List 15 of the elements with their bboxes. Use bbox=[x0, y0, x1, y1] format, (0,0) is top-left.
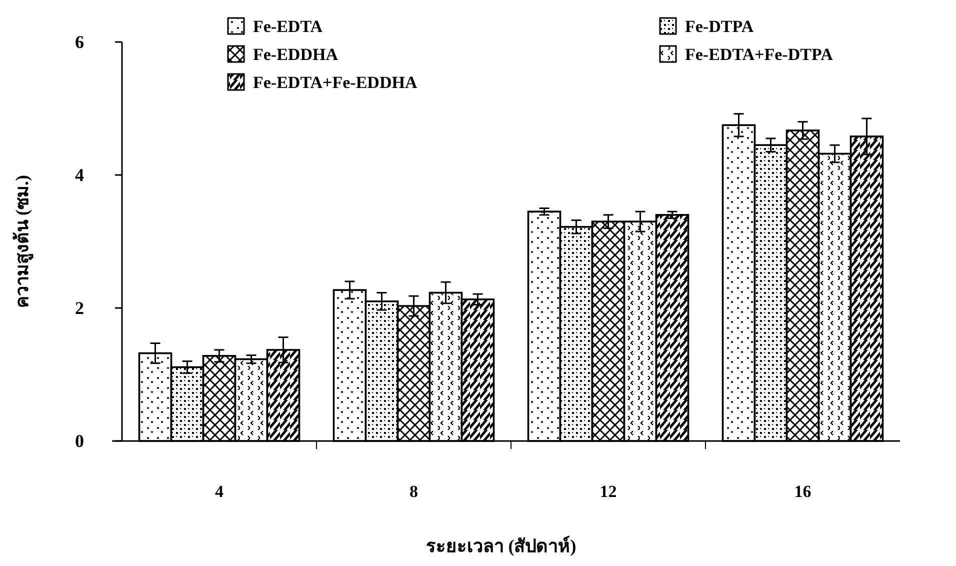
x-tick-label: 12 bbox=[600, 482, 617, 501]
y-axis-title: ความสูงต้น (ซม.) bbox=[12, 175, 34, 308]
y-tick-label: 6 bbox=[75, 32, 84, 52]
x-axis-title: ระยะเวลา (สัปดาห์) bbox=[426, 535, 576, 556]
legend-label: Fe-EDDHA bbox=[253, 45, 339, 64]
y-tick-label: 4 bbox=[75, 165, 84, 185]
legend-label: Fe-EDTA+Fe-DTPA bbox=[685, 45, 834, 64]
x-tick-label: 4 bbox=[215, 482, 224, 501]
legend-label: Fe-DTPA bbox=[685, 17, 754, 36]
y-tick-label: 0 bbox=[75, 431, 84, 451]
y-tick-label: 2 bbox=[75, 298, 84, 318]
x-tick-label: 16 bbox=[794, 482, 812, 501]
legend-label: Fe-EDTA bbox=[253, 17, 324, 36]
legend-label: Fe-EDTA+Fe-EDDHA bbox=[253, 73, 418, 92]
x-tick-label: 8 bbox=[410, 482, 418, 501]
